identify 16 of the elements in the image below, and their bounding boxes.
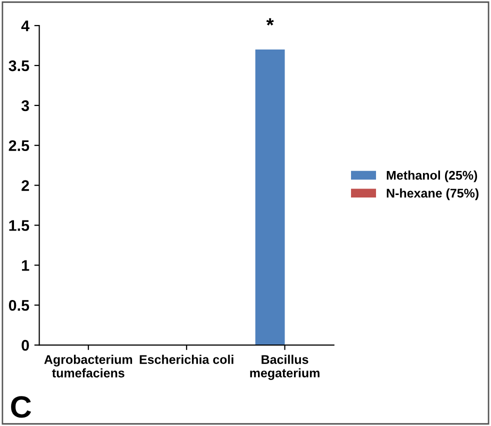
y-tick-label: 3 (21, 100, 30, 112)
y-tick-label: 2 (22, 180, 29, 191)
annotation: * (266, 18, 274, 26)
x-tick-label: Escherichia coli (140, 354, 234, 364)
text: C (11, 396, 32, 418)
y-tick-label: 0 (22, 340, 29, 351)
y-tick-label: 4 (21, 20, 30, 32)
x-tick-label: Bacillus megaterium (250, 354, 320, 380)
y-tick-label: 3.5 (8, 60, 30, 72)
legend-label: Methanol (25%) (386, 170, 478, 182)
y-tick-label: 0.5 (8, 300, 30, 311)
y-tick-label: 1 (22, 260, 30, 271)
y-tick-label: 2.5 (8, 140, 30, 152)
y-tick-label: 1.5 (9, 220, 30, 231)
x-tick-label: Agrobacterium tumefaciens (44, 354, 132, 378)
legend-label: N-hexane (75%) (386, 188, 478, 200)
